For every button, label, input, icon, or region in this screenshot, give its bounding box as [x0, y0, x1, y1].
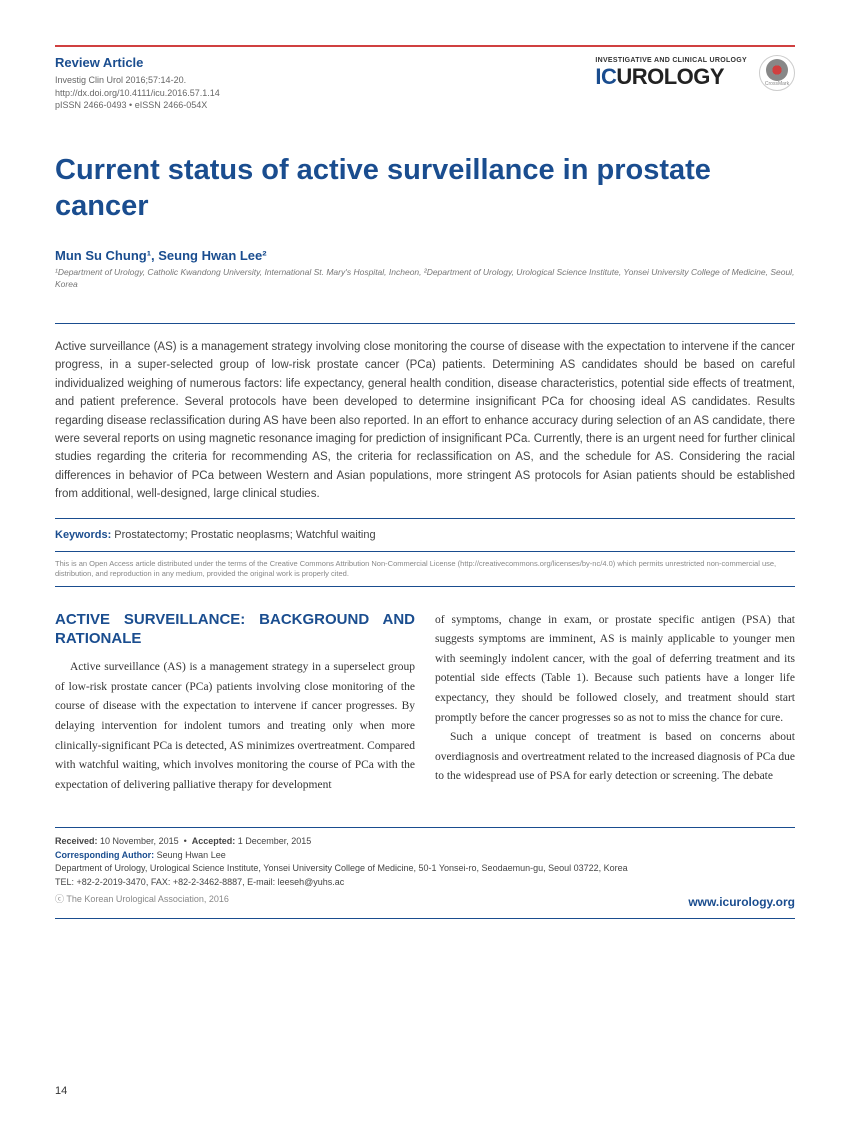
article-type: Review Article [55, 55, 595, 70]
article-title: Current status of active surveillance in… [55, 152, 795, 225]
keywords: Keywords: Prostatectomy; Prostatic neopl… [55, 519, 795, 552]
accepted-label: Accepted: [192, 836, 236, 846]
journal-tagline: INVESTIGATIVE AND CLINICAL UROLOGY [595, 57, 747, 64]
dates-line: Received: 10 November, 2015 • Accepted: … [55, 835, 795, 849]
logo-urology: UROLOGY [616, 64, 724, 89]
copyright-row: ⓒ The Korean Urological Association, 201… [55, 889, 795, 911]
logo-ic: IC [595, 64, 616, 89]
issn-line: pISSN 2466-0493 • eISSN 2466-054X [55, 99, 595, 112]
accepted-date: 1 December, 2015 [235, 836, 311, 846]
journal-logo-text: ICUROLOGY [595, 64, 747, 90]
journal-logo: INVESTIGATIVE AND CLINICAL UROLOGY ICURO… [595, 57, 747, 90]
body-paragraph: Such a unique concept of treatment is ba… [435, 728, 795, 787]
page-number: 14 [55, 1085, 67, 1097]
header-right: INVESTIGATIVE AND CLINICAL UROLOGY ICURO… [595, 55, 795, 91]
copyright-text: ⓒ The Korean Urological Association, 201… [55, 893, 229, 911]
citation-info: Investig Clin Urol 2016;57:14-20. http:/… [55, 74, 595, 112]
journal-url[interactable]: www.icurology.org [688, 893, 795, 911]
authors: Mun Su Chung¹, Seung Hwan Lee² [55, 248, 795, 263]
section-heading: ACTIVE SURVEILLANCE: BACKGROUND AND RATI… [55, 611, 415, 649]
column-left: ACTIVE SURVEILLANCE: BACKGROUND AND RATI… [55, 611, 415, 795]
received-label: Received: [55, 836, 98, 846]
affiliations: ¹Department of Urology, Catholic Kwandon… [55, 267, 795, 291]
corresponding-address: Department of Urology, Urological Scienc… [55, 862, 795, 876]
license-text: This is an Open Access article distribut… [55, 552, 795, 587]
body-columns: ACTIVE SURVEILLANCE: BACKGROUND AND RATI… [55, 611, 795, 795]
header: Review Article Investig Clin Urol 2016;5… [55, 45, 795, 112]
corresponding-label: Corresponding Author: [55, 850, 154, 860]
corresponding-line: Corresponding Author: Seung Hwan Lee [55, 849, 795, 863]
corresponding-tel: TEL: +82-2-2019-3470, FAX: +82-2-3462-88… [55, 876, 795, 890]
received-date: 10 November, 2015 [98, 836, 179, 846]
column-right: of symptoms, change in exam, or prostate… [435, 611, 795, 795]
doi-line: http://dx.doi.org/10.4111/icu.2016.57.1.… [55, 87, 595, 100]
keywords-label: Keywords: [55, 529, 111, 541]
footer-box: Received: 10 November, 2015 • Accepted: … [55, 827, 795, 919]
body-paragraph: of symptoms, change in exam, or prostate… [435, 611, 795, 728]
corresponding-name: Seung Hwan Lee [154, 850, 226, 860]
abstract: Active surveillance (AS) is a management… [55, 323, 795, 519]
crossmark-icon[interactable]: CrossMark [759, 55, 795, 91]
crossmark-label: CrossMark [765, 81, 789, 87]
header-left: Review Article Investig Clin Urol 2016;5… [55, 55, 595, 112]
citation-line: Investig Clin Urol 2016;57:14-20. [55, 74, 595, 87]
body-paragraph: Active surveillance (AS) is a management… [55, 658, 415, 795]
keywords-text: Prostatectomy; Prostatic neoplasms; Watc… [111, 529, 375, 541]
